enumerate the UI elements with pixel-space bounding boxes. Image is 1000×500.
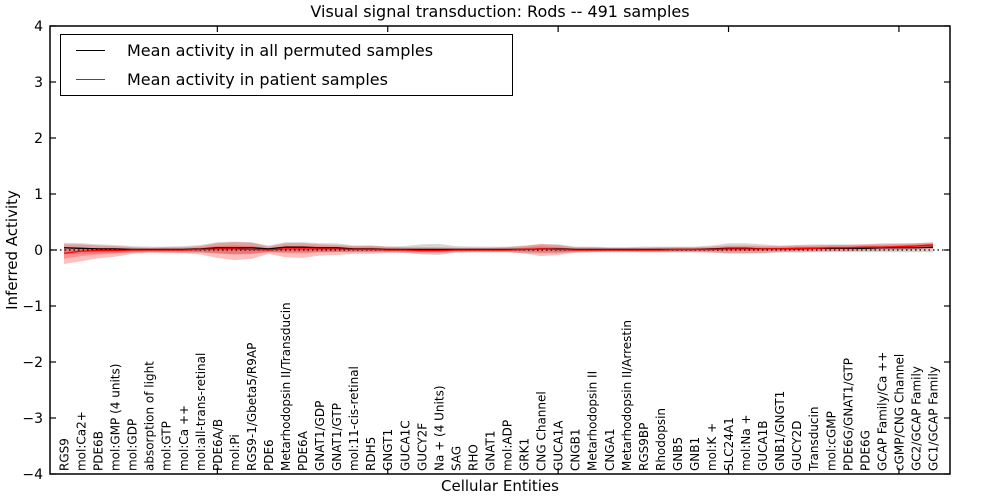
x-category-label: GCAP Family/Ca ++	[875, 352, 889, 471]
legend-label: Mean activity in all permuted samples	[127, 40, 434, 60]
x-category-label: PDE6G/GNAT1/GTP	[841, 358, 855, 471]
x-category-label: PDE6A	[296, 430, 310, 471]
x-category-label: GNB1	[688, 437, 702, 471]
y-tick-label: 1	[34, 187, 43, 203]
x-category-label: GUCY2D	[790, 421, 804, 471]
y-tick-label: 3	[34, 75, 43, 91]
x-category-label: PDE6A/B	[211, 419, 225, 471]
black-line-swatch-icon	[76, 49, 105, 51]
x-category-label: mol:all-trans-retinal	[194, 353, 208, 471]
x-category-label: cGMP/CNG Channel	[892, 354, 906, 471]
x-category-label: GUCA1A	[552, 420, 566, 471]
x-category-label: mol:ADP	[501, 420, 515, 471]
x-category-label: GC2/GCAP Family	[909, 366, 923, 471]
legend: Mean activity in all permuted samples Me…	[60, 34, 513, 96]
x-category-label: Transducin	[807, 407, 821, 472]
series-bands	[64, 241, 933, 264]
permuted-band	[64, 241, 933, 256]
x-category-label: mol:Pi	[228, 434, 242, 471]
x-category-labels: RGS9 mol:Ca2+ PDE6B mol:GMP (4 units) mol:GD…	[58, 302, 941, 472]
y-axis-label: Inferred Activity	[3, 190, 21, 310]
x-category-label: GUCA1B	[756, 420, 770, 471]
x-category-label: GNAT1	[483, 430, 497, 471]
x-category-label: PDE6G	[858, 430, 872, 471]
legend-item-permuted: Mean activity in all permuted samples	[61, 36, 512, 65]
x-category-label: mol:GMP (4 units)	[109, 364, 123, 471]
x-category-label: RDH5	[364, 437, 378, 471]
x-category-label: mol:GDP	[126, 419, 140, 471]
x-category-label: CNGA1	[603, 429, 617, 472]
x-category-label: SAG	[449, 446, 463, 471]
x-category-label: GRK1	[518, 438, 532, 471]
x-axis-ticks	[216, 26, 900, 474]
x-axis-label: Cellular Entities	[441, 477, 559, 495]
x-category-label: CNGB1	[569, 428, 583, 471]
x-category-label: GUCY2F	[415, 423, 429, 471]
x-category-label: Metarhodopsin II/Arrestin	[620, 320, 634, 471]
x-category-label: GNB1/GNGT1	[773, 391, 787, 471]
x-category-label: Metarhodopsin II	[586, 371, 600, 471]
x-category-label: Metarhodopsin II/Transducin	[279, 302, 293, 471]
x-category-label: mol:Ca ++	[177, 405, 191, 471]
x-category-label: GNAT1/GDP	[313, 401, 327, 471]
x-category-label: GNGT1	[381, 429, 395, 471]
series-patient-line	[63, 244, 934, 255]
x-category-label: PDE6B	[92, 431, 106, 471]
x-category-label: mol:cGMP	[824, 411, 838, 471]
y-tick-label: −4	[22, 467, 43, 483]
y-tick-label: −2	[22, 355, 43, 371]
y-tick-label: 0	[34, 243, 43, 259]
x-category-label: SLC24A1	[722, 417, 736, 471]
x-category-label: RHO	[466, 444, 480, 471]
x-category-label: mol:Na +	[739, 414, 753, 471]
x-category-label: GUCA1C	[398, 420, 412, 471]
legend-item-patient: Mean activity in patient samples	[61, 65, 512, 94]
x-category-label: Na + (4 Units)	[432, 385, 446, 471]
chart-title: Visual signal transduction: Rods -- 491 …	[310, 2, 690, 21]
y-axis-ticks: 4 3 2 1 0 −1 −2 −3 −4	[22, 19, 950, 483]
x-category-label: GNAT1/GTP	[330, 403, 344, 471]
x-category-label: GNB5	[671, 437, 685, 471]
y-tick-label: −1	[22, 299, 43, 315]
y-tick-label: 2	[34, 131, 43, 147]
x-category-label: CNG Channel	[535, 391, 549, 471]
x-category-label: RGS9	[58, 438, 72, 471]
x-category-label: RGS9BP	[637, 423, 651, 471]
y-tick-label: −3	[22, 411, 43, 427]
legend-label: Mean activity in patient samples	[127, 70, 388, 90]
x-category-label: mol:K +	[705, 423, 719, 471]
y-tick-label: 4	[34, 19, 43, 35]
x-category-label: mol:11-cis-retinal	[347, 366, 361, 471]
x-category-label: mol:GTP	[160, 421, 174, 471]
x-category-label: mol:Ca2+	[75, 411, 89, 471]
x-category-label: PDE6	[262, 439, 276, 471]
x-category-label: RGS9-1/Gbeta5/R9AP	[245, 343, 259, 471]
x-category-label: GC1/GCAP Family	[927, 366, 941, 471]
red-line-swatch-icon	[76, 79, 105, 81]
x-category-label: absorption of light	[143, 361, 157, 471]
x-category-label: Rhodopsin	[654, 408, 668, 471]
